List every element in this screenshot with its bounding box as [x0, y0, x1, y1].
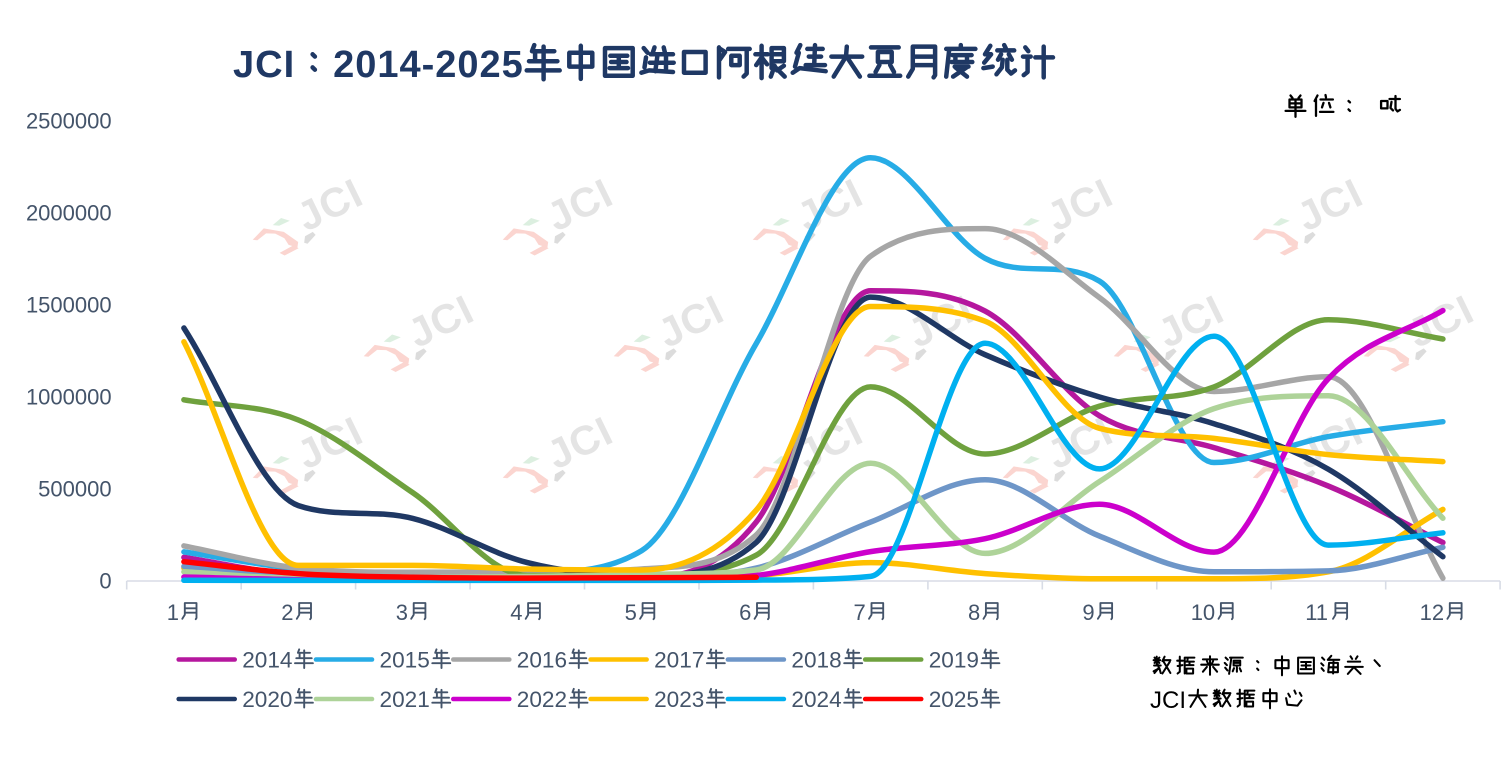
svg-text:2022: 2022: [517, 687, 567, 712]
svg-text:2015: 2015: [380, 648, 430, 673]
svg-text:4: 4: [510, 600, 522, 625]
svg-text:2024: 2024: [791, 687, 841, 712]
svg-text:2023: 2023: [654, 687, 704, 712]
svg-text:1000000: 1000000: [26, 385, 112, 410]
svg-text:1: 1: [167, 600, 179, 625]
svg-text:3: 3: [396, 600, 408, 625]
svg-text:6: 6: [739, 600, 751, 625]
svg-text:2000000: 2000000: [26, 201, 112, 226]
svg-text:10: 10: [1191, 600, 1215, 625]
svg-text:2017: 2017: [654, 648, 704, 673]
svg-text:JCI: JCI: [233, 44, 295, 86]
svg-text:12: 12: [1420, 600, 1444, 625]
svg-text:7: 7: [854, 600, 866, 625]
svg-text:500000: 500000: [38, 477, 111, 502]
svg-text:11: 11: [1305, 600, 1328, 625]
svg-text:8: 8: [968, 600, 980, 625]
svg-text:2020: 2020: [242, 687, 292, 712]
svg-text:2: 2: [281, 600, 293, 625]
svg-text:5: 5: [625, 600, 637, 625]
svg-text:0: 0: [99, 569, 111, 594]
svg-text:2016: 2016: [517, 648, 567, 673]
svg-text:2019: 2019: [929, 648, 979, 673]
svg-text:2500000: 2500000: [26, 109, 112, 134]
svg-text:9: 9: [1082, 600, 1094, 625]
svg-text:2021: 2021: [380, 687, 430, 712]
svg-text:2014: 2014: [242, 648, 292, 673]
svg-text:1500000: 1500000: [26, 293, 112, 318]
svg-text:2025: 2025: [929, 687, 979, 712]
svg-text:2018: 2018: [791, 648, 841, 673]
svg-text:JCI: JCI: [1150, 687, 1186, 714]
svg-text:2014-2025: 2014-2025: [333, 44, 524, 86]
